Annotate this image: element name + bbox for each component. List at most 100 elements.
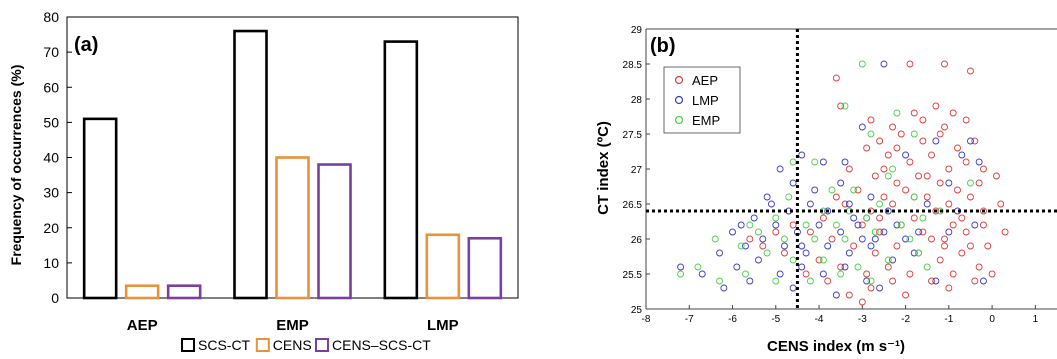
scatter-axes (645, 28, 1057, 310)
scatter-point (819, 214, 827, 222)
scatter-point (819, 256, 827, 264)
x-tick-label: EMP (276, 317, 309, 334)
scatter-point (932, 102, 940, 110)
bar (275, 156, 310, 300)
scatter-point (902, 186, 910, 194)
y-tick-label: 25.5 (623, 270, 643, 281)
legend-label: SCS-CT (198, 337, 251, 353)
panel-label-b: (b) (650, 35, 676, 57)
scatter-point (919, 228, 927, 236)
scatter-point (772, 221, 780, 229)
scatter-point (789, 179, 797, 187)
scatter-point (746, 277, 754, 285)
scatter-point (763, 193, 771, 201)
bar (425, 233, 461, 300)
scatter-point (932, 277, 940, 285)
scatter-point (889, 123, 897, 131)
scatter-point (893, 179, 901, 187)
x-tick-label: -8 (642, 314, 651, 325)
scatter-point (962, 228, 970, 236)
y-tick-label: 50 (43, 114, 59, 130)
legend-label: EMP (692, 113, 720, 128)
scatter-point (936, 256, 944, 264)
scatter-point (806, 228, 814, 236)
x-tick-label: -4 (815, 314, 824, 325)
bar (467, 236, 503, 300)
legend-swatch (315, 338, 329, 352)
bar (124, 284, 160, 300)
scatter-point (893, 109, 901, 117)
scatter-point (867, 207, 875, 215)
scatter-point (750, 214, 758, 222)
scatter-point (819, 158, 827, 166)
scatter-point (906, 158, 914, 166)
scatter-point (884, 263, 892, 271)
scatter-point (906, 235, 914, 243)
scatter-point (958, 249, 966, 257)
scatter-point (975, 263, 983, 271)
scatter-point (884, 256, 892, 264)
scatter-point (949, 270, 957, 278)
scatter-point (949, 221, 957, 229)
scatter-point (863, 277, 871, 285)
scatter-point (798, 242, 806, 250)
scatter-point (832, 74, 840, 82)
scatter-point (915, 172, 923, 180)
scatter-point (716, 277, 723, 285)
scatter-point (850, 186, 858, 194)
scatter-point (863, 270, 871, 278)
scatter-point (845, 200, 853, 208)
scatter-point (967, 179, 974, 187)
x-tick-label: LMP (427, 317, 459, 334)
x-tick-label: 1 (1033, 314, 1039, 325)
scatter-point (967, 193, 974, 201)
scatter-point (867, 284, 875, 292)
scatter-point (863, 214, 871, 222)
legend-label: AEP (692, 73, 718, 88)
scatter-point (785, 193, 793, 201)
scatter-point (971, 277, 979, 285)
scatter-point (845, 165, 853, 173)
legend-marker (674, 115, 684, 125)
scatter-point (871, 235, 879, 243)
scatter-point (832, 193, 840, 201)
scatter-point (845, 207, 853, 215)
scatter-point (889, 277, 897, 285)
y-tick-label: 0 (51, 290, 59, 306)
scatter-point (854, 186, 862, 194)
scatter-point (780, 235, 788, 243)
scatter-point (902, 235, 910, 243)
scatter-point (945, 228, 953, 236)
scatter-point (928, 277, 935, 285)
x-tick-label: 0 (989, 314, 995, 325)
scatter-point (980, 221, 987, 229)
x-tick-label: -3 (858, 314, 867, 325)
scatter-point (884, 151, 892, 159)
scatter-point (780, 242, 788, 250)
scatter-point (876, 228, 884, 236)
scatter-point (980, 277, 987, 285)
scatter-point (837, 263, 845, 271)
scatter-point (824, 207, 832, 215)
scatter-point (789, 158, 797, 166)
x-tick-label: -5 (771, 314, 780, 325)
scatter-point (858, 60, 866, 68)
scatter-point (824, 277, 832, 285)
scatter-point (910, 193, 918, 201)
scatter-point (858, 235, 866, 243)
scatter-point (742, 242, 749, 250)
y-tick-label: 80 (43, 9, 59, 25)
scatter-point (858, 298, 866, 306)
scatter-point (902, 151, 910, 159)
scatter-point (941, 123, 948, 131)
y-tick-label: 10 (43, 255, 59, 271)
scatter-point (780, 249, 788, 257)
y-tick-label: 27.5 (623, 130, 643, 141)
scatter-point (733, 263, 741, 271)
scatter-point (819, 207, 827, 215)
scatter-point (845, 291, 853, 299)
legend-marker (674, 75, 684, 85)
bar (233, 29, 268, 300)
legend-label: LMP (692, 93, 719, 108)
scatter-point (789, 256, 797, 264)
